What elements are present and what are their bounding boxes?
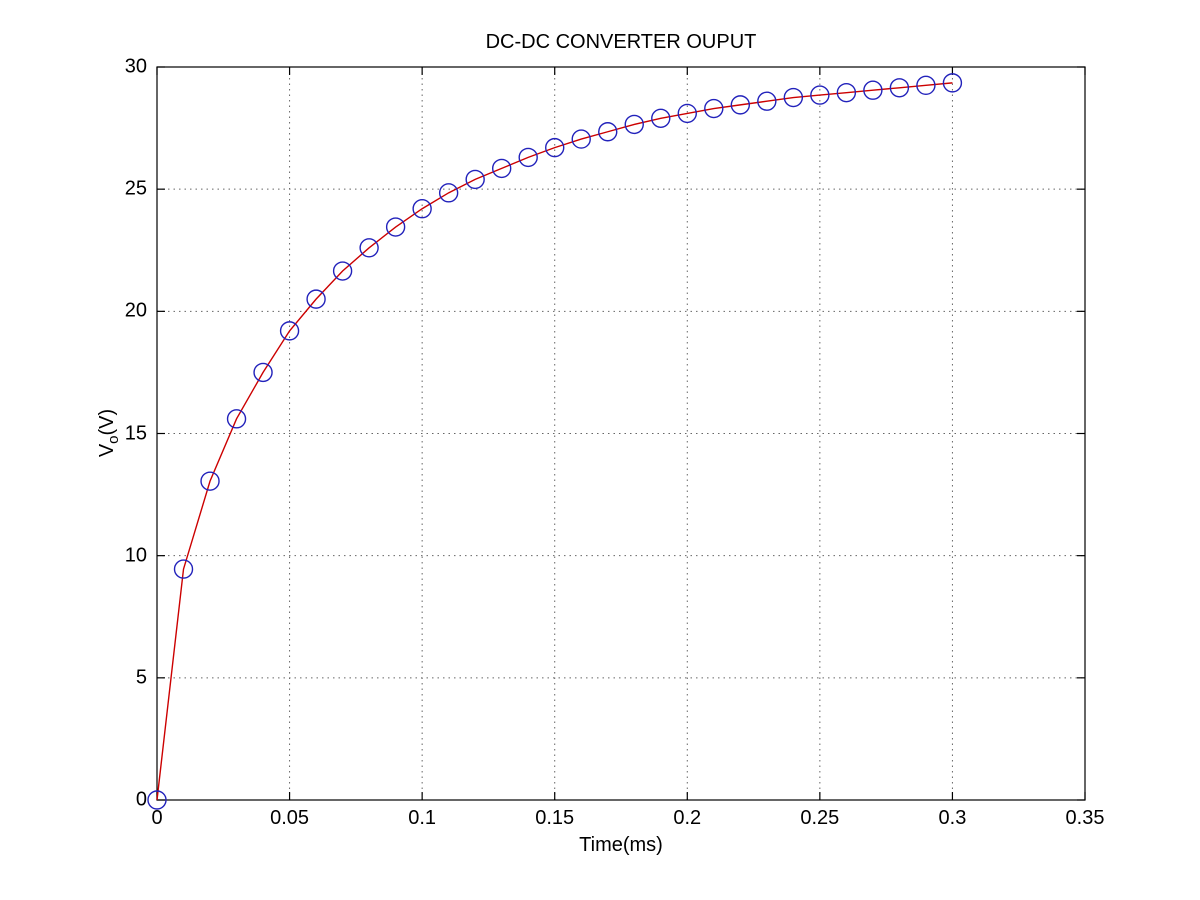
x-tick-label: 0.15: [535, 807, 575, 829]
series-marker: [730, 95, 751, 115]
y-axis-label-subscript: o: [105, 435, 122, 444]
series-marker: [757, 91, 777, 111]
series-marker: [465, 169, 485, 190]
x-tick-label: 0.3: [938, 807, 967, 829]
x-axis-label: Time(ms): [579, 834, 663, 856]
x-tick-label: 0: [151, 807, 163, 829]
y-tick-label: 20: [124, 299, 147, 322]
series-marker: [916, 75, 936, 96]
x-tick-label: 0.25: [800, 807, 840, 829]
x-tick-label: 0.35: [1065, 807, 1105, 829]
series-marker: [359, 238, 379, 258]
x-tick-label: 0.05: [270, 807, 310, 829]
y-tick-label: 5: [135, 666, 147, 689]
series-marker: [253, 362, 273, 383]
series-marker: [598, 122, 618, 142]
series-line: [156, 82, 953, 801]
y-tick-label: 25: [124, 177, 147, 200]
series-marker: [571, 129, 591, 149]
series-marker: [147, 790, 167, 810]
series-marker: [810, 85, 830, 105]
series-marker: [651, 108, 671, 129]
series-marker: [704, 98, 724, 119]
x-tick-label: 0.1: [408, 807, 437, 829]
chart-title: DC-DC CONVERTER OUPUT: [485, 31, 757, 53]
series-marker: [226, 409, 247, 429]
y-axis-label: Vo(V): [96, 409, 122, 457]
series-marker: [200, 471, 220, 491]
x-tick-label: 0.2: [673, 807, 702, 829]
y-tick-label: 30: [124, 55, 147, 78]
y-tick-label: 0: [135, 788, 147, 811]
series-marker: [783, 87, 804, 108]
y-axis-label-base: V: [96, 443, 118, 458]
series-marker: [491, 158, 512, 179]
series-marker: [836, 82, 857, 103]
series-marker: [889, 78, 910, 98]
series-marker: [279, 321, 300, 341]
series-marker: [677, 103, 697, 124]
series-marker: [306, 289, 326, 309]
axes-box: [156, 66, 1086, 801]
series-marker: [518, 147, 538, 168]
series-marker: [545, 137, 565, 158]
series-marker: [173, 559, 194, 579]
series-marker: [863, 80, 883, 100]
series-marker: [942, 73, 963, 93]
series-marker: [438, 183, 459, 203]
y-tick-label: 10: [124, 544, 147, 567]
y-tick-label: 15: [124, 422, 147, 444]
series-marker: [385, 217, 406, 237]
y-axis-label-suffix: (V): [96, 408, 118, 436]
series-marker: [412, 199, 432, 219]
series-marker: [332, 261, 353, 281]
series-marker: [624, 114, 644, 135]
